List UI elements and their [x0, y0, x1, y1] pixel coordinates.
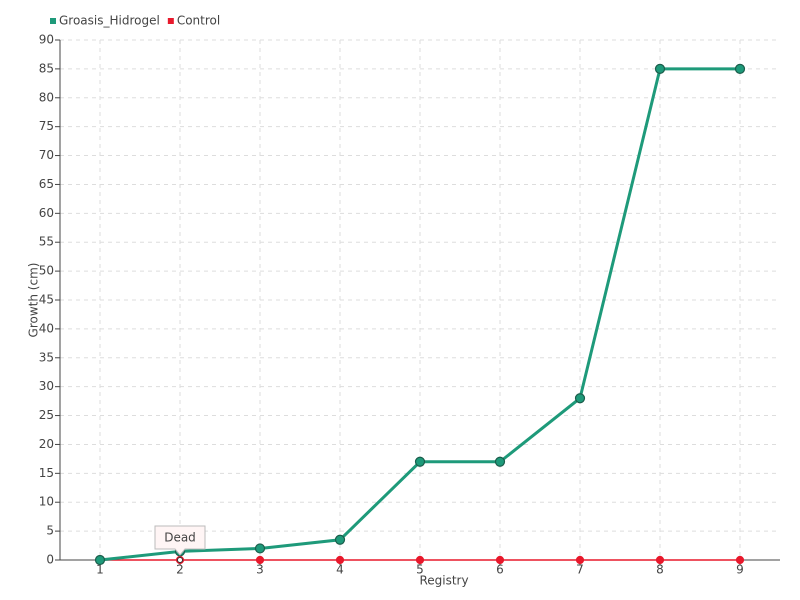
- data-point: [574, 393, 586, 404]
- y-axis-label: Growth (cm): [27, 263, 41, 338]
- x-tick-label: 2: [176, 563, 184, 577]
- y-tick-label: 25: [39, 408, 54, 422]
- annotation-text: Dead: [164, 531, 196, 545]
- data-point: [734, 63, 746, 74]
- y-tick-label: 45: [39, 293, 54, 307]
- y-tick-label: 70: [39, 148, 54, 162]
- y-tick-label: 35: [39, 350, 54, 364]
- data-point: [415, 555, 425, 565]
- x-tick-label: 8: [656, 563, 664, 577]
- x-tick-label: 3: [256, 563, 264, 577]
- data-point: [575, 555, 585, 565]
- y-tick-label: 10: [39, 495, 54, 509]
- data-point: [255, 555, 265, 565]
- y-tick-label: 20: [39, 437, 54, 451]
- data-point: [335, 555, 345, 565]
- x-tick-label: 1: [96, 563, 104, 577]
- annotation-box: [154, 525, 206, 556]
- y-tick-label: 55: [39, 235, 54, 249]
- x-tick-label: 6: [496, 563, 504, 577]
- y-tick-label: 75: [39, 119, 54, 133]
- y-tick-label: 90: [39, 33, 54, 47]
- legend-label: Control: [177, 14, 220, 28]
- data-point: [654, 63, 666, 74]
- y-tick-label: 30: [39, 379, 54, 393]
- y-tick-label: 15: [39, 466, 54, 480]
- data-point: [94, 554, 106, 566]
- annotation-marker: [177, 557, 183, 563]
- legend-label: Groasis_Hidrogel: [59, 14, 160, 28]
- x-tick-label: 9: [736, 563, 744, 577]
- legend-swatch: [50, 18, 56, 24]
- data-point: [414, 456, 426, 467]
- x-tick-label: 7: [576, 563, 584, 577]
- data-point: [494, 456, 506, 467]
- y-tick-label: 5: [46, 524, 54, 538]
- data-point: [655, 555, 665, 565]
- data-point: [735, 555, 745, 565]
- legend-swatch: [167, 18, 174, 24]
- y-tick-label: 85: [39, 61, 54, 75]
- y-tick-label: 0: [46, 553, 54, 567]
- data-point: [254, 543, 266, 554]
- y-tick-label: 60: [39, 206, 54, 220]
- y-tick-label: 40: [39, 321, 54, 335]
- x-axis-label: Registry: [419, 574, 468, 588]
- x-tick-label: 5: [416, 563, 424, 577]
- y-tick-label: 50: [39, 264, 54, 278]
- data-point: [495, 555, 505, 565]
- data-point: [334, 534, 346, 545]
- y-tick-label: 80: [39, 90, 54, 104]
- y-tick-label: 65: [39, 177, 54, 191]
- x-tick-label: 4: [336, 563, 344, 577]
